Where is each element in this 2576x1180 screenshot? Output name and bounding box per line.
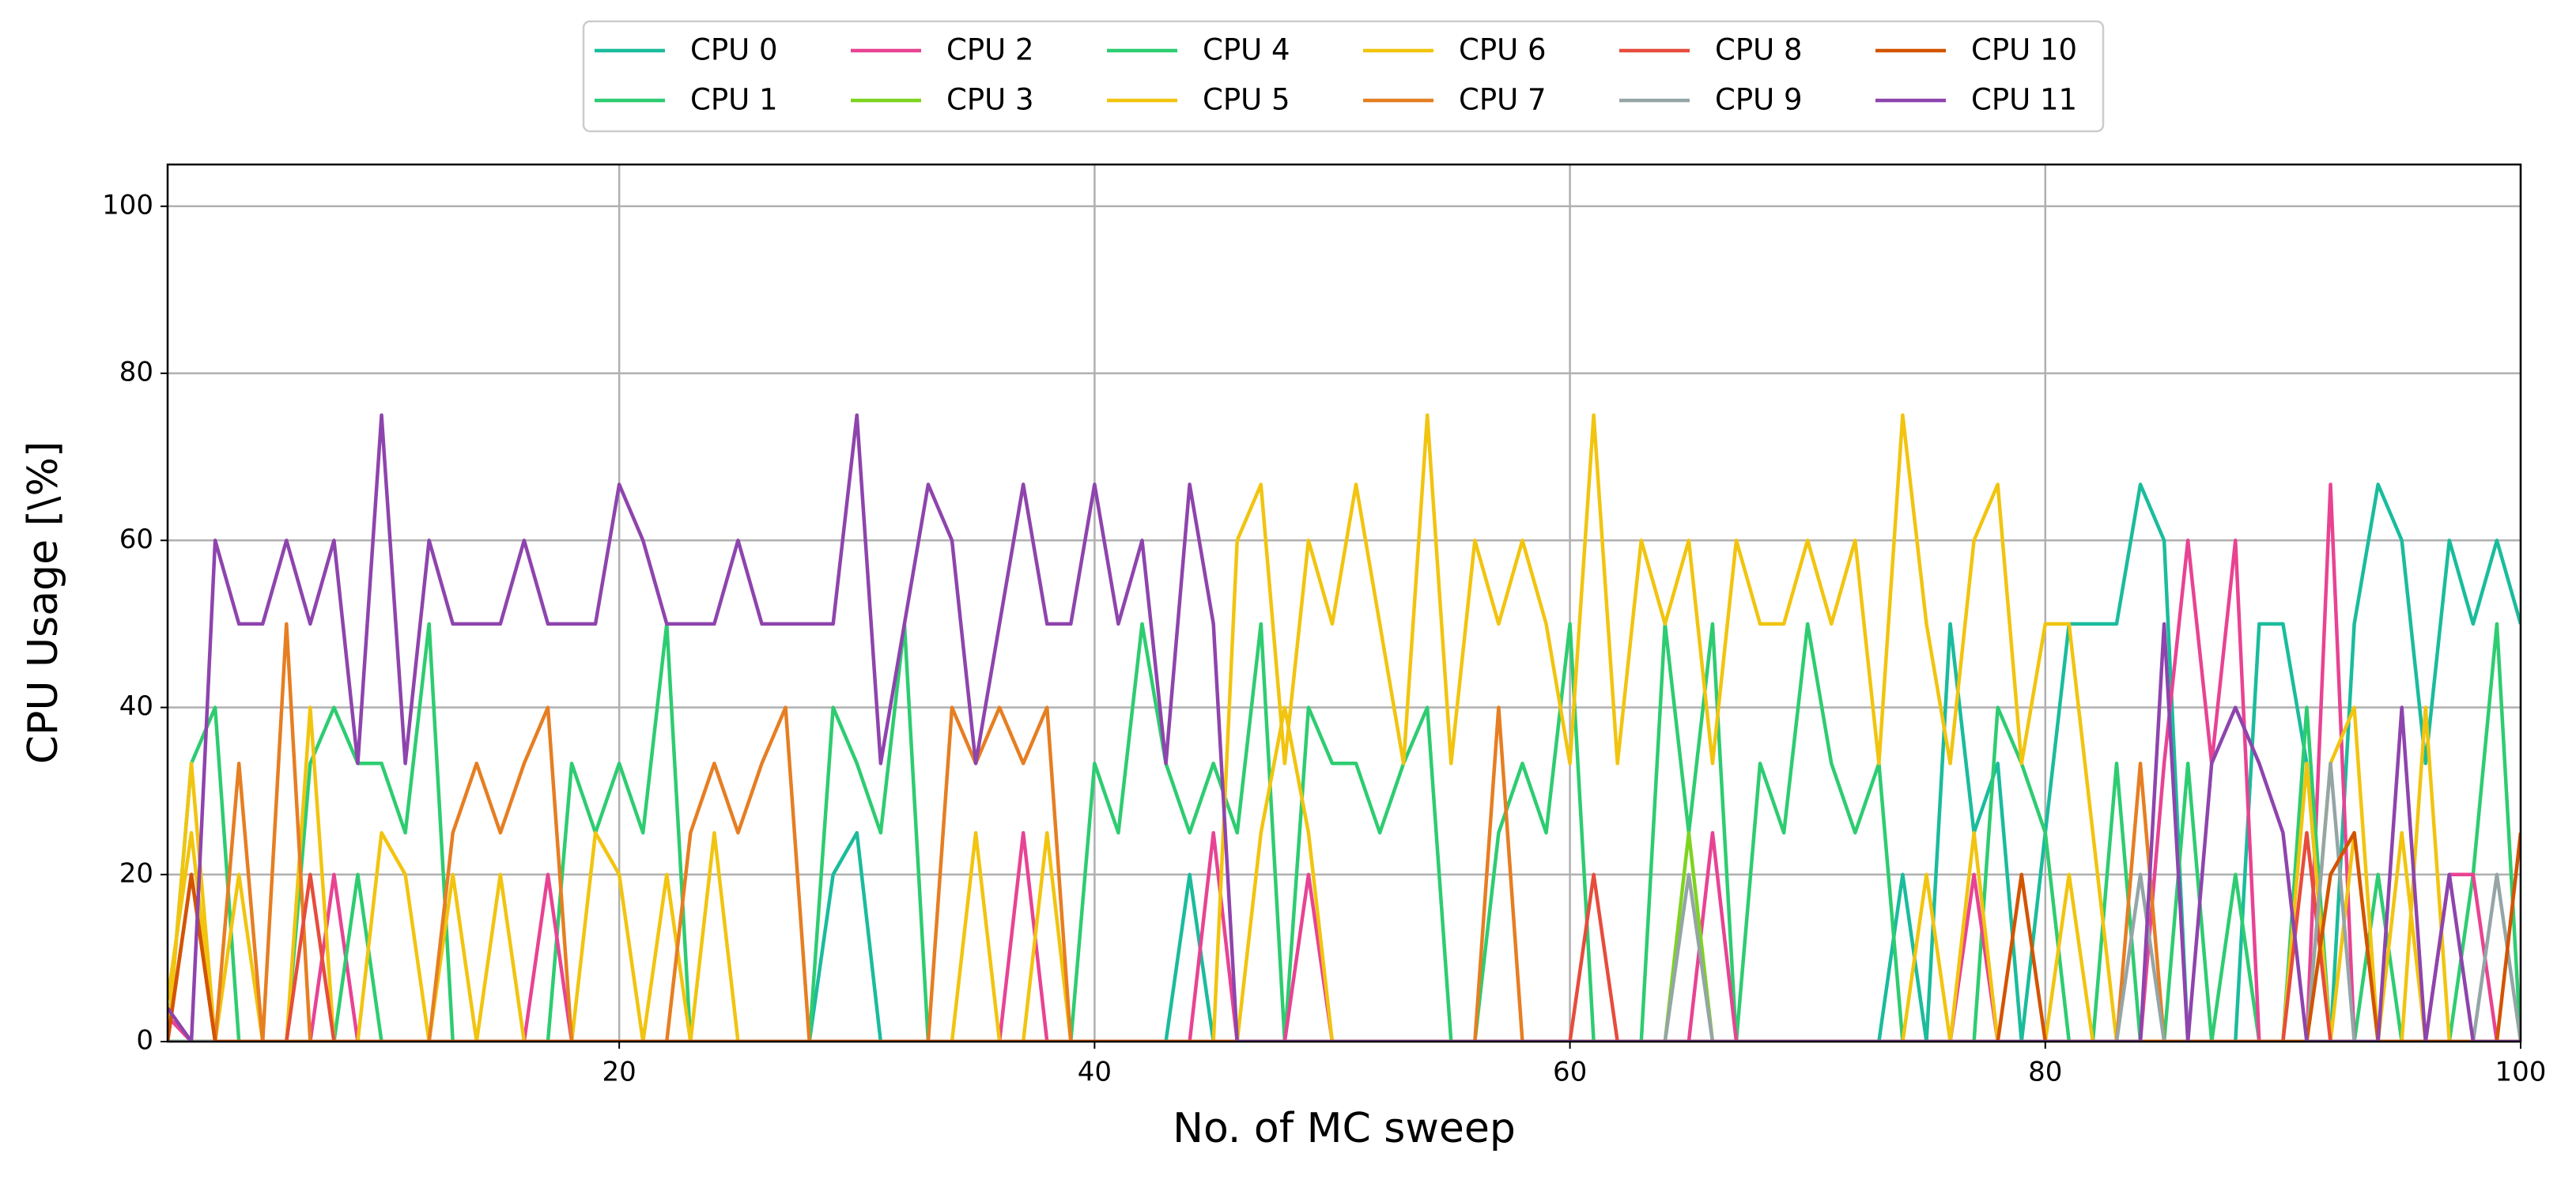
legend-label: CPU 9 (1715, 83, 1803, 117)
legend-label: CPU 11 (1971, 83, 2077, 117)
x-axis-label: No. of MC sweep (1173, 1105, 1516, 1152)
x-tick-label: 20 (602, 1057, 636, 1088)
lines (168, 413, 2521, 1042)
series-line (168, 482, 2521, 1042)
x-tick-label: 40 (1078, 1057, 1112, 1088)
legend-label: CPU 6 (1459, 33, 1547, 67)
ticks: 0 20 40 60 80 100 20 40 60 80 100 (102, 189, 2546, 1087)
y-axis-label: CPU Usage [\%] (20, 441, 67, 764)
series-line (168, 413, 2521, 1042)
y-tick-label: 40 (119, 690, 153, 722)
legend: CPU 0 CPU 1 CPU 2 CPU 3 CPU 4 CPU 5 CPU 6 CPU 7… (595, 33, 2077, 117)
legend-label: CPU 4 (1203, 33, 1290, 67)
legend-frame (582, 20, 2105, 133)
series-line (168, 482, 2521, 1042)
legend-label: CPU 5 (1203, 83, 1290, 117)
series-line (168, 413, 2521, 1042)
series-line (168, 622, 2521, 1042)
series-line (168, 622, 2521, 1042)
legend-label: CPU 10 (1971, 33, 2077, 67)
y-tick-label: 0 (136, 1025, 153, 1057)
legend-label: CPU 2 (946, 33, 1034, 67)
x-tick-label: 60 (1553, 1057, 1587, 1088)
y-tick-label: 80 (119, 357, 153, 388)
legend-label: CPU 8 (1715, 33, 1803, 67)
legend-label: CPU 0 (690, 33, 778, 67)
legend-label: CPU 7 (1459, 83, 1547, 117)
legend-label: CPU 1 (690, 83, 778, 117)
y-tick-label: 60 (119, 524, 153, 555)
x-tick-label: 80 (2028, 1057, 2062, 1088)
series-line (168, 762, 2521, 1042)
x-tick-label: 100 (2495, 1057, 2547, 1088)
y-tick-label: 100 (102, 189, 153, 221)
legend-label: CPU 3 (946, 83, 1034, 117)
plot-frame (166, 163, 2522, 1043)
y-tick-label: 20 (119, 857, 153, 889)
